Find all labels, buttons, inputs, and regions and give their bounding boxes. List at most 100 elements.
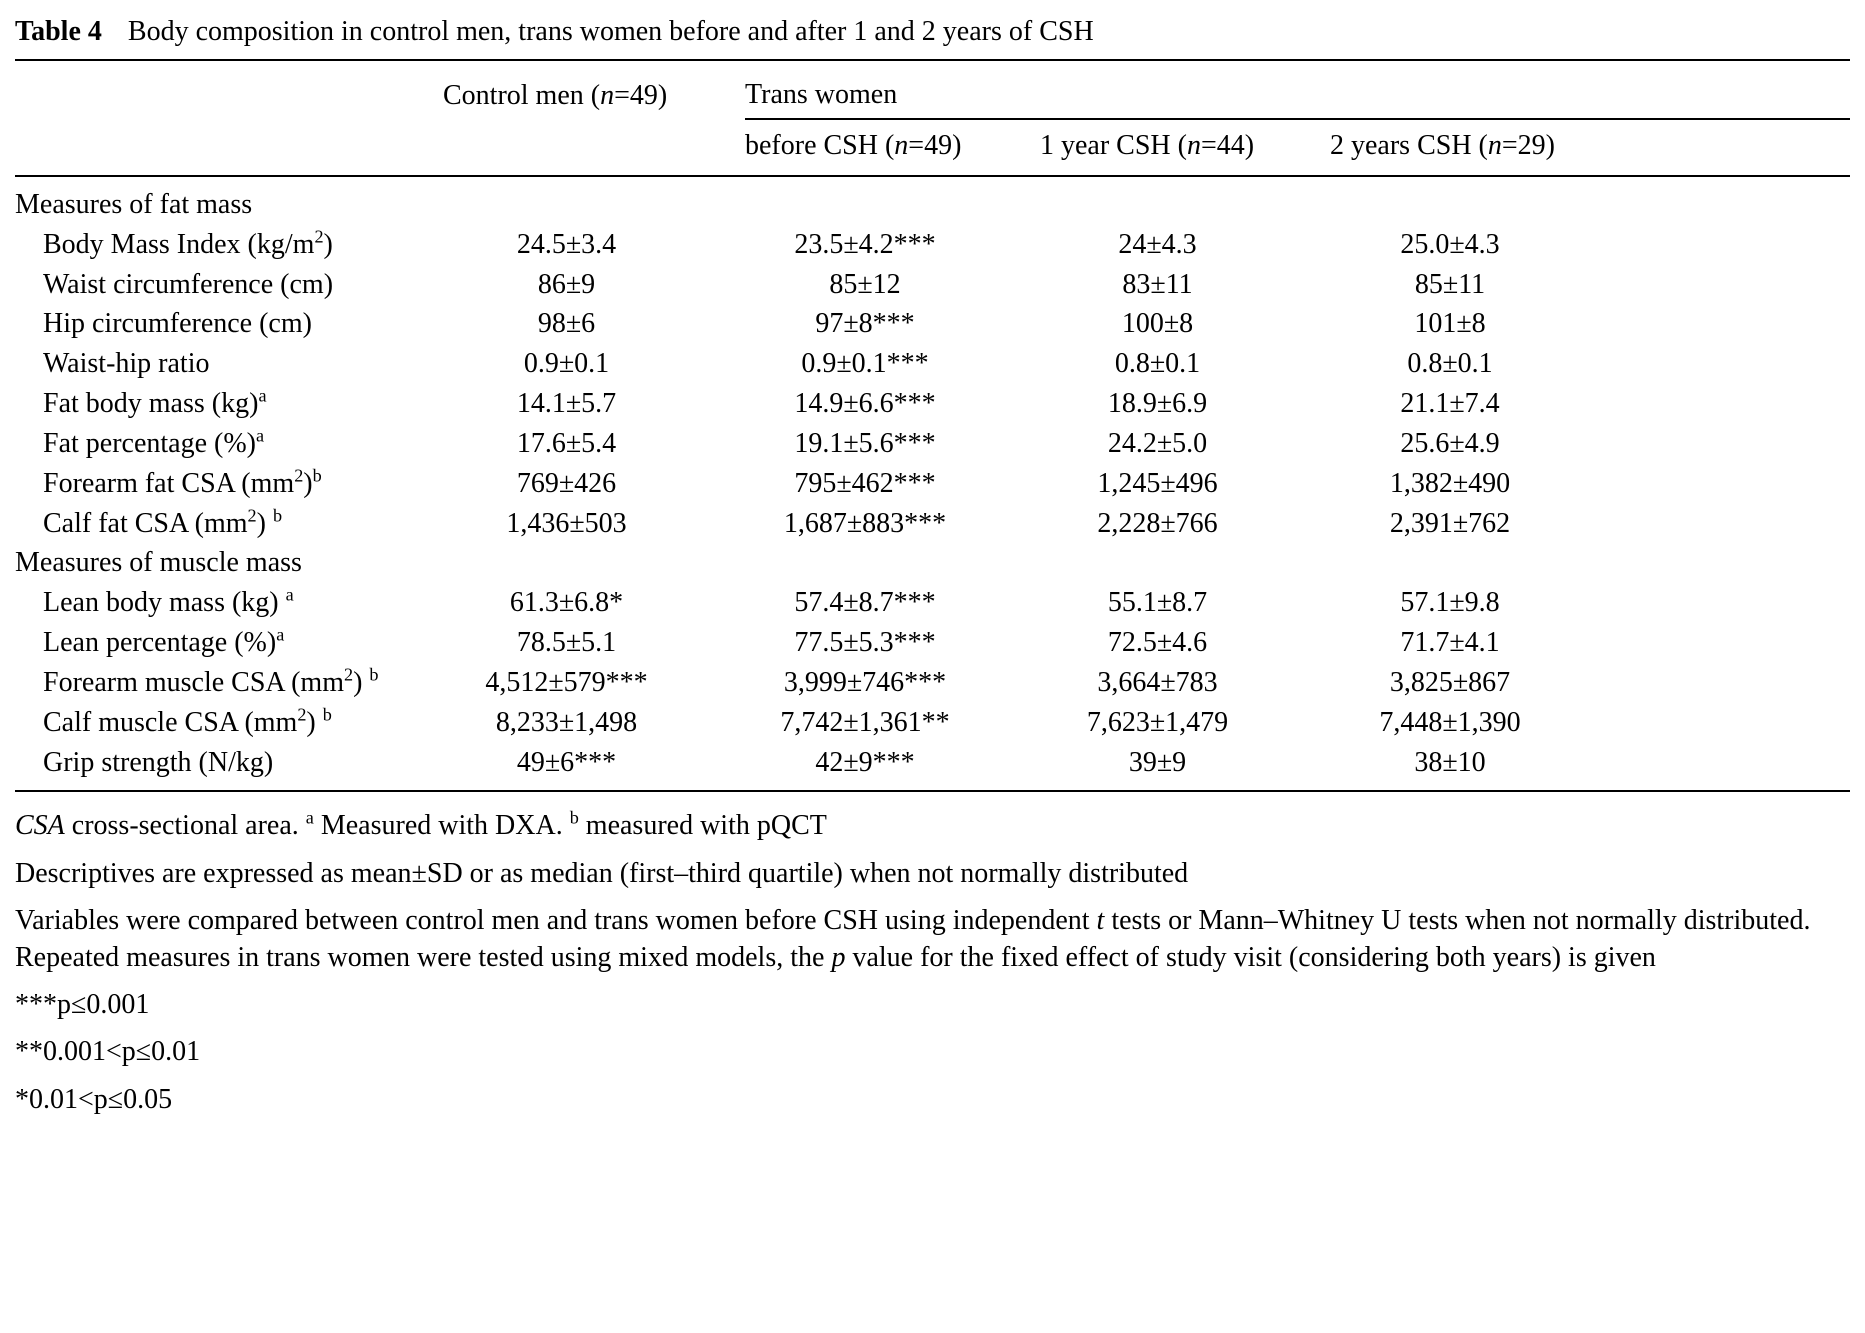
- value-cell: 0.8±0.1: [1114, 348, 1201, 380]
- header-empty-cell: [15, 119, 443, 177]
- value-cell: 7,623±1,479: [1086, 706, 1229, 738]
- section-row: Measures of fat mass: [15, 176, 1850, 225]
- table-row: Waist circumference (cm) 86±9 85±12 83±11 85…: [15, 265, 1850, 305]
- section-label: Measures of muscle mass: [15, 547, 302, 579]
- value-cell: 57.4±8.7***: [794, 587, 936, 619]
- value-cell: 97±8***: [815, 308, 915, 340]
- value-cell: 78.5±5.1: [516, 627, 617, 659]
- value-cell: 3,664±783: [1097, 666, 1218, 698]
- table-row: Forearm muscle CSA (mm2) b 4,512±579*** 3,…: [15, 663, 1850, 703]
- row-label: Calf fat CSA (mm2) b: [43, 505, 283, 539]
- row-label: Lean body mass (kg) a: [43, 584, 294, 619]
- value-cell: 2,228±766: [1097, 507, 1218, 539]
- footnote-abbreviations: CSA cross-sectional area. a Measured wit…: [15, 808, 827, 842]
- value-cell: 14.1±5.7: [516, 388, 617, 420]
- value-cell: 49±6***: [443, 742, 745, 793]
- spacer-cell: [1625, 703, 1850, 743]
- row-label: Forearm muscle CSA (mm2) b: [43, 664, 379, 698]
- value-cell: 85±11: [1414, 268, 1486, 300]
- table-body: Measures of fat mass Body Mass Index (kg/…: [15, 176, 1851, 793]
- value-cell: 98±6: [537, 308, 596, 340]
- table-row: Hip circumference (cm) 98±6 97±8*** 100±8 10…: [15, 304, 1850, 344]
- value-cell: 25.0±4.3: [1400, 228, 1500, 260]
- row-label: Forearm fat CSA (mm2)b: [43, 465, 322, 499]
- value-cell: 1,382±490: [1389, 467, 1511, 499]
- value-cell: 77.5±5.3***: [794, 627, 936, 659]
- body-composition-table: Control men (n=49) Trans women before CS…: [15, 61, 1851, 793]
- row-label: Fat percentage (%)a: [43, 425, 265, 459]
- table-row: Fat body mass (kg)a 14.1±5.7 14.9±6.6*** 18…: [15, 384, 1850, 424]
- spacer-cell: [1625, 304, 1850, 344]
- value-cell: 795±462***: [794, 467, 936, 499]
- value-cell: 3,825±867: [1389, 666, 1511, 698]
- spacer-cell: [1625, 225, 1850, 265]
- header-row-groups: Control men (n=49) Trans women: [15, 61, 1851, 120]
- table-row: Fat percentage (%)a 17.6±5.4 19.1±5.6*** 24…: [15, 424, 1850, 464]
- value-cell: 61.3±6.8*: [509, 587, 624, 619]
- value-cell: 39±9: [1040, 742, 1330, 793]
- value-cell: 0.9±0.1: [523, 348, 610, 380]
- footnote-descriptives: Descriptives are expressed as mean±SD or…: [15, 857, 1189, 889]
- table-row: Forearm fat CSA (mm2)b 769±426 795±462*** 1…: [15, 464, 1850, 504]
- value-cell: 7,448±1,390: [1379, 706, 1521, 738]
- value-cell: 72.5±4.6: [1107, 627, 1208, 659]
- value-cell: 1,436±503: [506, 507, 627, 539]
- value-cell: 1,245±496: [1097, 467, 1218, 499]
- table-row: Grip strength (N/kg) 49±6*** 42±9*** 39±9 38…: [15, 742, 1851, 793]
- spacer-cell: [1625, 344, 1850, 384]
- table-row: Calf fat CSA (mm2) b 1,436±503 1,687±883**…: [15, 504, 1850, 544]
- row-label: Waist-hip ratio: [43, 348, 210, 380]
- value-cell: 71.7±4.1: [1400, 627, 1500, 659]
- value-cell: 8,233±1,498: [495, 706, 638, 738]
- value-cell: 21.1±7.4: [1400, 388, 1500, 420]
- value-cell: 86±9: [537, 268, 596, 300]
- footnote-significance-1star: *0.01<p≤0.05: [15, 1083, 173, 1115]
- value-cell: 23.5±4.2***: [794, 228, 936, 260]
- spacer-cell: [1625, 464, 1850, 504]
- section-label: Measures of fat mass: [15, 189, 253, 220]
- col-header-before-csh: before CSH (n=49): [745, 119, 1040, 177]
- spacer-cell: [1625, 424, 1850, 464]
- value-cell: 24.2±5.0: [1107, 427, 1208, 459]
- table-row: Calf muscle CSA (mm2) b 8,233±1,498 7,742±…: [15, 703, 1850, 743]
- col-group-trans-women: Trans women: [745, 61, 1851, 120]
- spacer-cell: [1625, 742, 1851, 793]
- spacer-cell: [1625, 583, 1850, 623]
- footnote-statistics: Variables were compared between control …: [15, 905, 1811, 973]
- value-cell: 7,742±1,361**: [780, 706, 950, 738]
- value-cell: 19.1±5.6***: [794, 427, 936, 459]
- value-cell: 17.6±5.4: [516, 427, 617, 459]
- value-cell: 55.1±8.7: [1107, 587, 1208, 619]
- header-row-columns: before CSH (n=49) 1 year CSH (n=44) 2 ye…: [15, 119, 1851, 177]
- spacer-cell: [1625, 663, 1850, 703]
- value-cell: 38±10: [1330, 742, 1625, 793]
- footnote-significance-3star: ***p≤0.001: [15, 988, 150, 1020]
- header-empty-cell: [443, 119, 745, 177]
- value-cell: 1,687±883***: [783, 507, 947, 539]
- value-cell: 83±11: [1122, 268, 1193, 300]
- table-row: Waist-hip ratio 0.9±0.1 0.9±0.1*** 0.8±0.1 0…: [15, 344, 1850, 384]
- value-cell: 42±9***: [745, 742, 1040, 793]
- value-cell: 100±8: [1121, 308, 1194, 340]
- spacer-cell: [1625, 623, 1850, 663]
- row-label: Fat body mass (kg)a: [43, 385, 267, 420]
- footnotes: CSA cross-sectional area. a Measured wit…: [15, 792, 1850, 1118]
- header-empty-cell: [1625, 119, 1851, 177]
- footnote-significance-2star: **0.001<p≤0.01: [15, 1036, 201, 1068]
- table-row: Lean body mass (kg) a 61.3±6.8* 57.4±8.7**…: [15, 583, 1850, 623]
- table-caption: Table 4 Body composition in control men, …: [15, 14, 1850, 61]
- value-cell: 101±8: [1414, 308, 1486, 340]
- value-cell: 24.5±3.4: [516, 228, 617, 260]
- spacer-cell: [1625, 384, 1850, 424]
- row-label: Hip circumference (cm): [43, 308, 312, 340]
- value-cell: 25.6±4.9: [1400, 427, 1500, 459]
- row-label: Calf muscle CSA (mm2) b: [43, 704, 332, 738]
- value-cell: 769±426: [516, 467, 617, 499]
- section-row: Measures of muscle mass: [15, 543, 1850, 583]
- table-row: Body Mass Index (kg/m2) 24.5±3.4 23.5±4.2*…: [15, 225, 1850, 265]
- table-number: Table 4: [15, 16, 102, 47]
- row-label: Body Mass Index (kg/m2): [43, 226, 333, 260]
- value-cell: 14.9±6.6***: [794, 388, 936, 420]
- value-cell: 0.9±0.1***: [801, 348, 929, 380]
- value-cell: 3,999±746***: [783, 666, 947, 698]
